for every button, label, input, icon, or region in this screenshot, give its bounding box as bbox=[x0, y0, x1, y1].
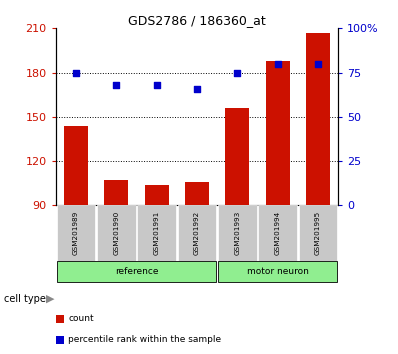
Bar bbox=[185, 182, 209, 205]
Bar bbox=[306, 33, 330, 205]
Point bbox=[234, 70, 240, 75]
Text: GSM201995: GSM201995 bbox=[315, 211, 321, 256]
Bar bbox=[265, 61, 290, 205]
Text: GSM201991: GSM201991 bbox=[154, 211, 160, 256]
Text: GSM201992: GSM201992 bbox=[194, 211, 200, 256]
Text: GSM201993: GSM201993 bbox=[234, 211, 240, 256]
Title: GDS2786 / 186360_at: GDS2786 / 186360_at bbox=[128, 14, 266, 27]
Point bbox=[154, 82, 160, 88]
Point bbox=[275, 61, 281, 67]
Text: motor neuron: motor neuron bbox=[247, 267, 309, 276]
Bar bbox=[104, 180, 129, 205]
Point bbox=[113, 82, 119, 88]
Point bbox=[73, 70, 79, 75]
Bar bbox=[258, 205, 297, 261]
Text: percentile rank within the sample: percentile rank within the sample bbox=[68, 335, 222, 344]
Bar bbox=[218, 261, 338, 282]
Text: ▶: ▶ bbox=[46, 294, 54, 304]
Point bbox=[315, 61, 321, 67]
Text: count: count bbox=[68, 314, 94, 323]
Bar bbox=[225, 108, 250, 205]
Bar bbox=[144, 185, 169, 205]
Text: reference: reference bbox=[115, 267, 158, 276]
Text: cell type: cell type bbox=[4, 294, 46, 304]
Bar bbox=[178, 205, 217, 261]
Point bbox=[194, 86, 200, 91]
Bar bbox=[97, 205, 136, 261]
Bar bbox=[299, 205, 338, 261]
Bar bbox=[137, 205, 176, 261]
Text: GSM201994: GSM201994 bbox=[275, 211, 281, 256]
Bar bbox=[57, 261, 217, 282]
Text: GSM201989: GSM201989 bbox=[73, 211, 79, 256]
Bar bbox=[218, 205, 257, 261]
Bar bbox=[64, 126, 88, 205]
Bar bbox=[57, 205, 95, 261]
Text: GSM201990: GSM201990 bbox=[113, 211, 119, 256]
